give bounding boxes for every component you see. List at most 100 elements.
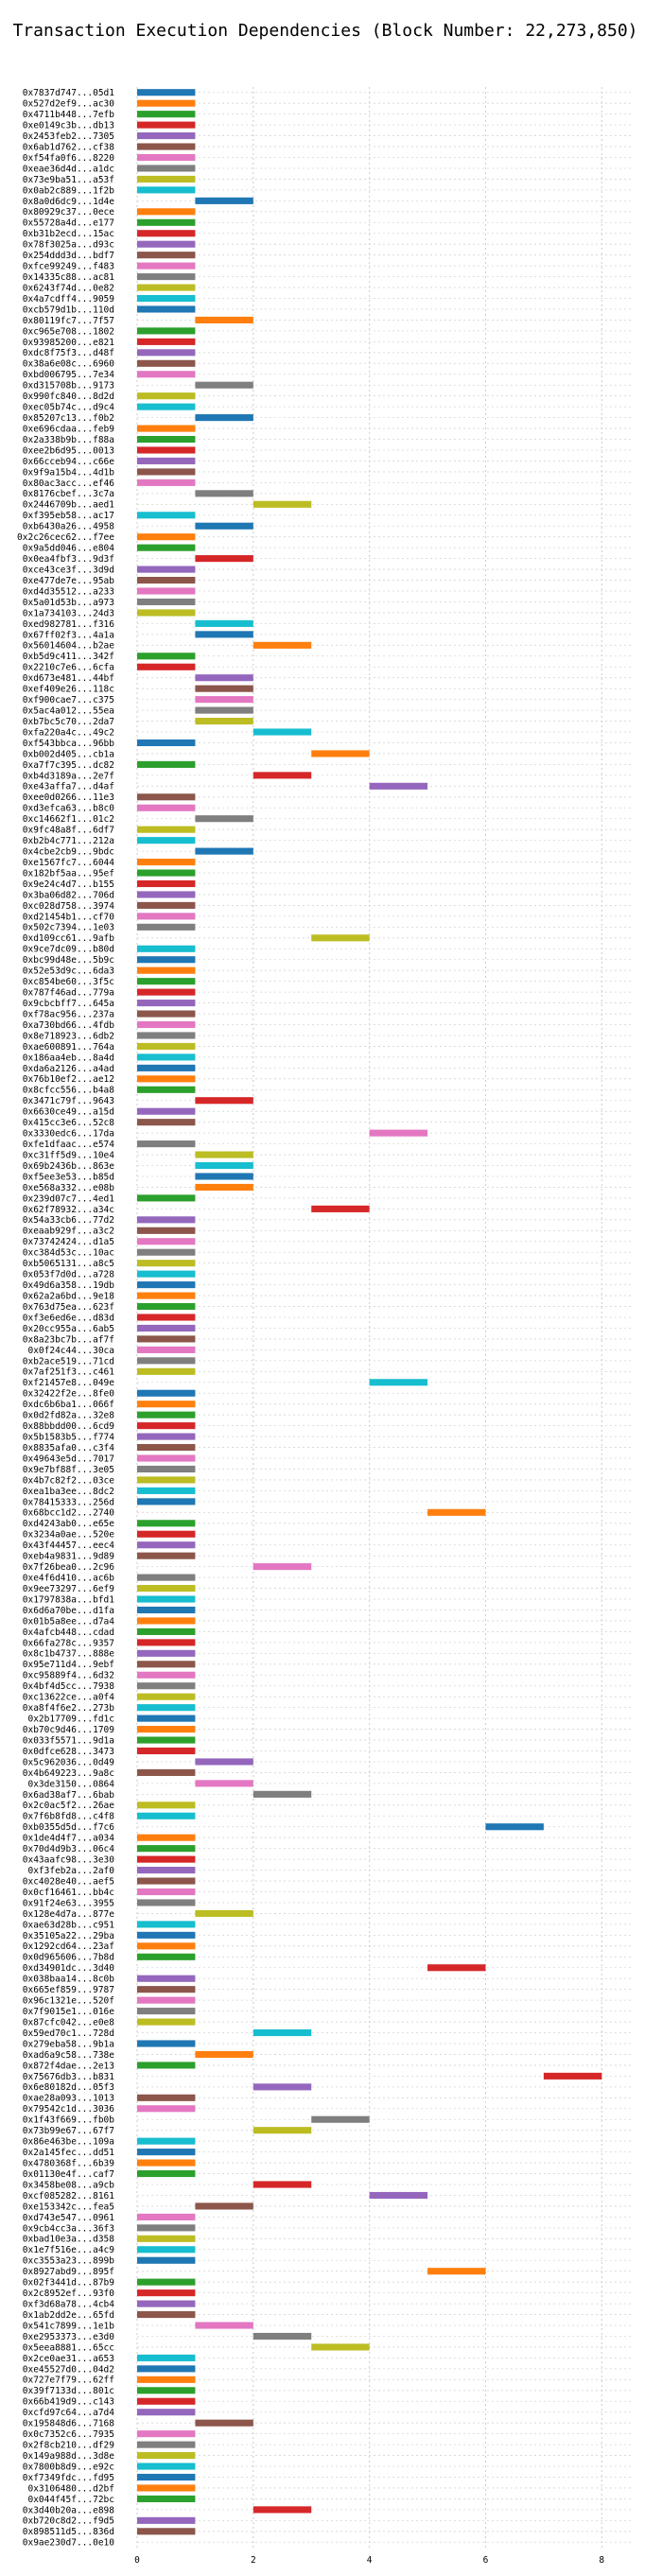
y-tick-label: 0xc965e708...1802 xyxy=(23,326,114,337)
y-tick-label: 0x415cc3e6...52c8 xyxy=(23,1118,115,1128)
bar xyxy=(137,425,196,432)
y-tick-label: 0xf5ee3e53...b85d xyxy=(23,1172,114,1182)
bar xyxy=(195,381,253,389)
y-tick-label: 0x2a338b9b...f88a xyxy=(23,435,114,445)
bar xyxy=(137,457,196,465)
y-tick-label: 0xf3e6ed6e...d83d xyxy=(23,1313,114,1323)
bar xyxy=(137,2376,196,2383)
bar xyxy=(195,316,253,323)
bar xyxy=(137,2256,196,2264)
y-tick-label: 0x7800b8d9...e92c xyxy=(23,2462,114,2472)
y-tick-label: 0x6d6a70be...d1fa xyxy=(23,1606,114,1616)
y-tick-label: 0x3d40b20a...e898 xyxy=(23,2505,115,2515)
bar xyxy=(137,1216,196,1224)
bar xyxy=(137,1465,196,1473)
bar xyxy=(427,2268,486,2275)
bar xyxy=(195,2050,253,2059)
bar xyxy=(137,468,196,476)
bar xyxy=(311,2343,370,2351)
bar xyxy=(137,2300,196,2307)
bar xyxy=(137,1520,196,1527)
y-tick-label: 0x3106480...d2bf xyxy=(27,2483,114,2494)
y-tick-label: 0x67ff02f3...4a1a xyxy=(23,630,114,640)
y-tick-label: 0x8e718923...6db2 xyxy=(23,1031,114,1041)
bar xyxy=(137,2246,196,2254)
bar xyxy=(137,1000,196,1007)
y-tick-label: 0x9e24c4d7...b155 xyxy=(23,879,114,890)
bar xyxy=(195,1909,253,1917)
bar xyxy=(137,230,196,237)
y-tick-label: 0x3330edc6...17da xyxy=(23,1129,114,1140)
y-tick-label: 0x033f5571...9d1a xyxy=(23,1735,114,1746)
bar xyxy=(137,653,196,660)
y-tick-label: 0x527d2ef9...ac30 xyxy=(23,99,115,110)
y-tick-label: 0xad6a9c58...738e xyxy=(23,2050,115,2061)
y-tick-label: 0x8176cbef...3c7a xyxy=(23,489,114,499)
bar xyxy=(369,1129,428,1137)
bar xyxy=(137,1476,196,1484)
y-tick-label: 0xe1567fc7...6044 xyxy=(23,858,115,868)
bar xyxy=(195,619,253,627)
y-tick-label: 0xcb579d1b...110d xyxy=(23,305,114,315)
y-tick-label: 0xc14662f1...01c2 xyxy=(23,814,114,825)
y-tick-label: 0x763d75ea...623f xyxy=(23,1302,114,1313)
bar xyxy=(311,750,370,757)
y-tick-label: 0x9a5dd046...e804 xyxy=(23,544,115,554)
y-tick-label: 0xbad10e3a...d358 xyxy=(23,2235,115,2245)
bar xyxy=(137,2473,196,2481)
bar xyxy=(137,923,196,931)
y-tick-label: 0xb2b4c771...212a xyxy=(23,836,114,846)
y-tick-label: 0x14335c88...ac81 xyxy=(23,272,115,283)
bar xyxy=(137,392,196,400)
y-tick-label: 0x3234a0ae...520e xyxy=(23,1530,115,1540)
bar xyxy=(137,1899,196,1906)
y-tick-label: 0x0f24c44...30ca xyxy=(27,1346,114,1356)
bar xyxy=(427,1508,486,1516)
y-tick-label: 0xea1ba3ee...8dc2 xyxy=(23,1487,114,1497)
y-tick-label: 0x79542c1d...3036 xyxy=(23,2104,115,2115)
bar xyxy=(137,1714,196,1722)
y-tick-label: 0x8835afa0...c3f4 xyxy=(23,1443,115,1453)
y-tick-label: 0x2a145fec...dd51 xyxy=(23,2148,115,2158)
y-tick-label: 0xe568a332...e08b xyxy=(23,1183,115,1193)
bar xyxy=(137,1020,196,1029)
y-tick-label: 0xda6a2126...a4ad xyxy=(23,1064,114,1074)
y-tick-label: 0x3471c79f...9643 xyxy=(23,1096,114,1106)
bar xyxy=(253,2506,312,2514)
y-tick-label: 0x1ab2dd2e...65fd xyxy=(23,2310,114,2321)
bar xyxy=(137,2169,196,2178)
bar xyxy=(137,1996,196,2004)
bar xyxy=(137,305,196,313)
bar xyxy=(253,2181,312,2188)
y-tick-label: 0xbc99d48e...5b9c xyxy=(23,955,114,966)
bar xyxy=(137,901,196,909)
y-tick-label: 0x3458be08...a9cb xyxy=(23,2180,115,2190)
bar xyxy=(137,1335,196,1343)
bar xyxy=(137,2452,196,2460)
bar xyxy=(137,1248,196,1256)
bar xyxy=(137,2354,196,2361)
bar xyxy=(137,512,196,519)
bar xyxy=(137,1292,196,1299)
y-tick-label: 0x6630ce49...a15d xyxy=(23,1107,114,1118)
bar xyxy=(137,132,196,140)
bar xyxy=(137,1443,196,1452)
bar xyxy=(137,1075,196,1083)
bar xyxy=(137,1367,196,1375)
y-tick-label: 0x80929c37...0ece xyxy=(23,207,115,218)
bar xyxy=(137,1346,196,1353)
bar xyxy=(137,1032,196,1039)
bar xyxy=(137,1888,196,1896)
y-tick-label: 0x80119fc7...7f57 xyxy=(23,316,114,326)
bar xyxy=(137,1260,196,1267)
bar xyxy=(253,2332,312,2341)
bar xyxy=(137,1639,196,1646)
y-tick-label: 0xb7bc5c70...2da7 xyxy=(23,717,114,727)
y-tick-label: 0xf54fa0f6...8220 xyxy=(23,153,115,164)
y-tick-label: 0x49d6a358...19db xyxy=(23,1280,115,1291)
bar xyxy=(137,111,196,118)
y-tick-label: 0xf3feb2a...2af0 xyxy=(27,1866,114,1876)
y-tick-label: 0x9fc48a8f...6df7 xyxy=(23,826,114,836)
y-tick-label: 0x4cbe2cb9...9bdc xyxy=(23,847,114,858)
y-tick-label: 0xfa220a4c...49c2 xyxy=(23,727,114,738)
